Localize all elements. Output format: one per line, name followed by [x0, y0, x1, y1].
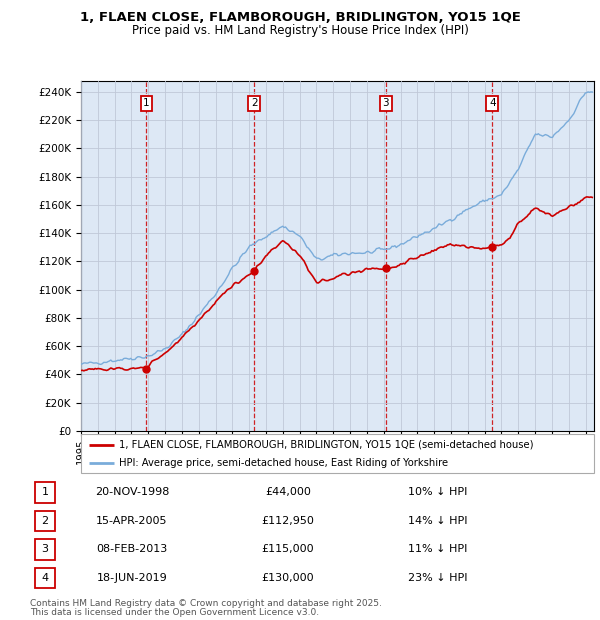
Text: 23% ↓ HPI: 23% ↓ HPI [408, 573, 467, 583]
Text: 4: 4 [41, 573, 49, 583]
Text: 1, FLAEN CLOSE, FLAMBOROUGH, BRIDLINGTON, YO15 1QE (semi-detached house): 1, FLAEN CLOSE, FLAMBOROUGH, BRIDLINGTON… [119, 440, 534, 450]
Text: 2: 2 [251, 99, 257, 108]
Text: Price paid vs. HM Land Registry's House Price Index (HPI): Price paid vs. HM Land Registry's House … [131, 24, 469, 37]
Text: 15-APR-2005: 15-APR-2005 [96, 516, 168, 526]
Text: 1, FLAEN CLOSE, FLAMBOROUGH, BRIDLINGTON, YO15 1QE: 1, FLAEN CLOSE, FLAMBOROUGH, BRIDLINGTON… [80, 11, 520, 24]
Text: £115,000: £115,000 [262, 544, 314, 554]
Text: HPI: Average price, semi-detached house, East Riding of Yorkshire: HPI: Average price, semi-detached house,… [119, 458, 449, 467]
Text: 2: 2 [41, 516, 49, 526]
Text: Contains HM Land Registry data © Crown copyright and database right 2025.: Contains HM Land Registry data © Crown c… [30, 600, 382, 608]
Text: 11% ↓ HPI: 11% ↓ HPI [408, 544, 467, 554]
Text: 3: 3 [382, 99, 389, 108]
Text: £130,000: £130,000 [262, 573, 314, 583]
Text: £112,950: £112,950 [262, 516, 314, 526]
Text: 20-NOV-1998: 20-NOV-1998 [95, 487, 169, 497]
Text: This data is licensed under the Open Government Licence v3.0.: This data is licensed under the Open Gov… [30, 608, 319, 617]
Text: 10% ↓ HPI: 10% ↓ HPI [408, 487, 467, 497]
Text: 08-FEB-2013: 08-FEB-2013 [97, 544, 167, 554]
Text: 1: 1 [41, 487, 49, 497]
Text: 14% ↓ HPI: 14% ↓ HPI [408, 516, 467, 526]
Text: 18-JUN-2019: 18-JUN-2019 [97, 573, 167, 583]
Text: 4: 4 [489, 99, 496, 108]
Text: £44,000: £44,000 [265, 487, 311, 497]
Text: 1: 1 [143, 99, 150, 108]
Text: 3: 3 [41, 544, 49, 554]
